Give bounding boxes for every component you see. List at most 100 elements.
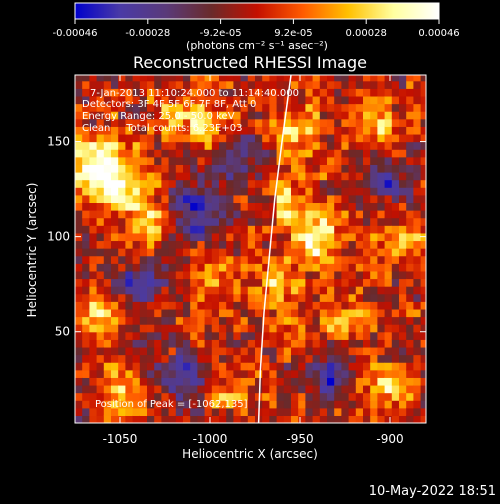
heatmap-cell — [391, 415, 400, 423]
heatmap-cell — [233, 354, 242, 363]
heatmap-cell — [139, 217, 148, 226]
heatmap-cell — [420, 133, 426, 143]
heatmap-cell — [312, 362, 321, 371]
heatmap-cell — [291, 88, 299, 97]
heatmap-cell — [161, 95, 170, 105]
heatmap-cell — [240, 240, 249, 249]
heatmap-cell — [183, 95, 191, 105]
heatmap-cell — [255, 187, 263, 196]
heatmap-cell — [190, 133, 198, 143]
heatmap-cell — [319, 187, 328, 196]
heatmap-cell — [233, 210, 242, 219]
heatmap-cell — [413, 400, 422, 409]
heatmap-cell — [341, 149, 350, 158]
heatmap-cell — [132, 255, 141, 264]
heatmap-cell — [370, 248, 378, 257]
heatmap-cell — [384, 407, 393, 416]
heatmap-cell — [420, 301, 426, 310]
heatmap-cell — [391, 354, 400, 363]
heatmap-cell — [103, 369, 112, 378]
heatmap-cell — [204, 346, 213, 356]
heatmap-cell — [283, 202, 292, 211]
heatmap-cell — [211, 293, 220, 302]
heatmap-cell — [183, 217, 191, 226]
heatmap-cell — [89, 75, 98, 82]
heatmap-cell — [183, 301, 191, 310]
heatmap-cell — [341, 316, 350, 325]
heatmap-cell — [327, 263, 335, 272]
heatmap-cell — [247, 88, 256, 97]
heatmap-cell — [298, 95, 306, 105]
heatmap-cell — [420, 179, 426, 188]
heatmap-cell — [154, 179, 162, 188]
heatmap-cell — [370, 118, 378, 127]
heatmap-cell — [255, 263, 263, 272]
heatmap-cell — [89, 407, 98, 416]
heatmap-cell — [348, 149, 357, 158]
heatmap-cell — [384, 164, 393, 173]
heatmap-cell — [161, 392, 170, 401]
heatmap-cell — [269, 339, 278, 348]
heatmap-cell — [89, 377, 98, 386]
heatmap-cell — [384, 232, 393, 242]
heatmap-cell — [89, 316, 98, 325]
heatmap-cell — [226, 407, 234, 416]
heatmap-cell — [197, 232, 206, 242]
heatmap-cell — [211, 164, 220, 173]
heatmap-cell — [384, 308, 393, 318]
heatmap-cell — [391, 270, 400, 280]
heatmap-cell — [190, 179, 198, 188]
heatmap-cell — [154, 111, 162, 120]
heatmap-cell — [161, 324, 170, 333]
heatmap-cell — [103, 407, 112, 416]
heatmap-cell — [334, 377, 342, 386]
heatmap-cell — [139, 202, 148, 211]
heatmap-cell — [312, 179, 321, 188]
heatmap-cell — [154, 217, 162, 226]
heatmap-cell — [348, 278, 357, 287]
heatmap-cell — [103, 278, 112, 287]
heatmap-cell — [291, 316, 299, 325]
heatmap-cell — [377, 179, 386, 188]
heatmap-cell — [197, 255, 206, 264]
heatmap-cell — [276, 415, 285, 423]
heatmap-cell — [197, 141, 206, 150]
heatmap-cell — [132, 225, 141, 234]
heatmap-cell — [312, 126, 321, 135]
heatmap-cell — [420, 126, 426, 135]
heatmap-cell — [283, 103, 292, 112]
heatmap-cell — [341, 217, 350, 226]
heatmap-cell — [341, 270, 350, 280]
heatmap-cell — [183, 339, 191, 348]
heatmap-cell — [125, 392, 134, 401]
heatmap-cell — [154, 331, 162, 340]
heatmap-cell — [190, 384, 198, 394]
heatmap-cell — [233, 202, 242, 211]
heatmap-cell — [283, 354, 292, 363]
heatmap-cell — [96, 88, 105, 97]
heatmap-cell — [406, 369, 414, 378]
heatmap-cell — [370, 278, 378, 287]
heatmap-cell — [420, 149, 426, 158]
heatmap-cell — [348, 75, 357, 82]
heatmap-cell — [82, 202, 90, 211]
heatmap-cell — [348, 232, 357, 242]
heatmap-cell — [355, 217, 364, 226]
heatmap-cell — [197, 187, 206, 196]
heatmap-cell — [283, 225, 292, 234]
heatmap-cell — [154, 225, 162, 234]
heatmap-cell — [298, 415, 306, 423]
heatmap-cell — [305, 400, 314, 409]
heatmap-cell — [233, 149, 242, 158]
heatmap-cell — [305, 339, 314, 348]
heatmap-cell — [276, 407, 285, 416]
heatmap-cell — [334, 149, 342, 158]
heatmap-cell — [103, 179, 112, 188]
heatmap-cell — [118, 95, 126, 105]
heatmap-cell — [161, 232, 170, 242]
heatmap-cell — [363, 240, 371, 249]
heatmap-cell — [334, 179, 342, 188]
heatmap-cell — [319, 286, 328, 295]
heatmap-cell — [211, 80, 220, 89]
heatmap-cell — [377, 324, 386, 333]
